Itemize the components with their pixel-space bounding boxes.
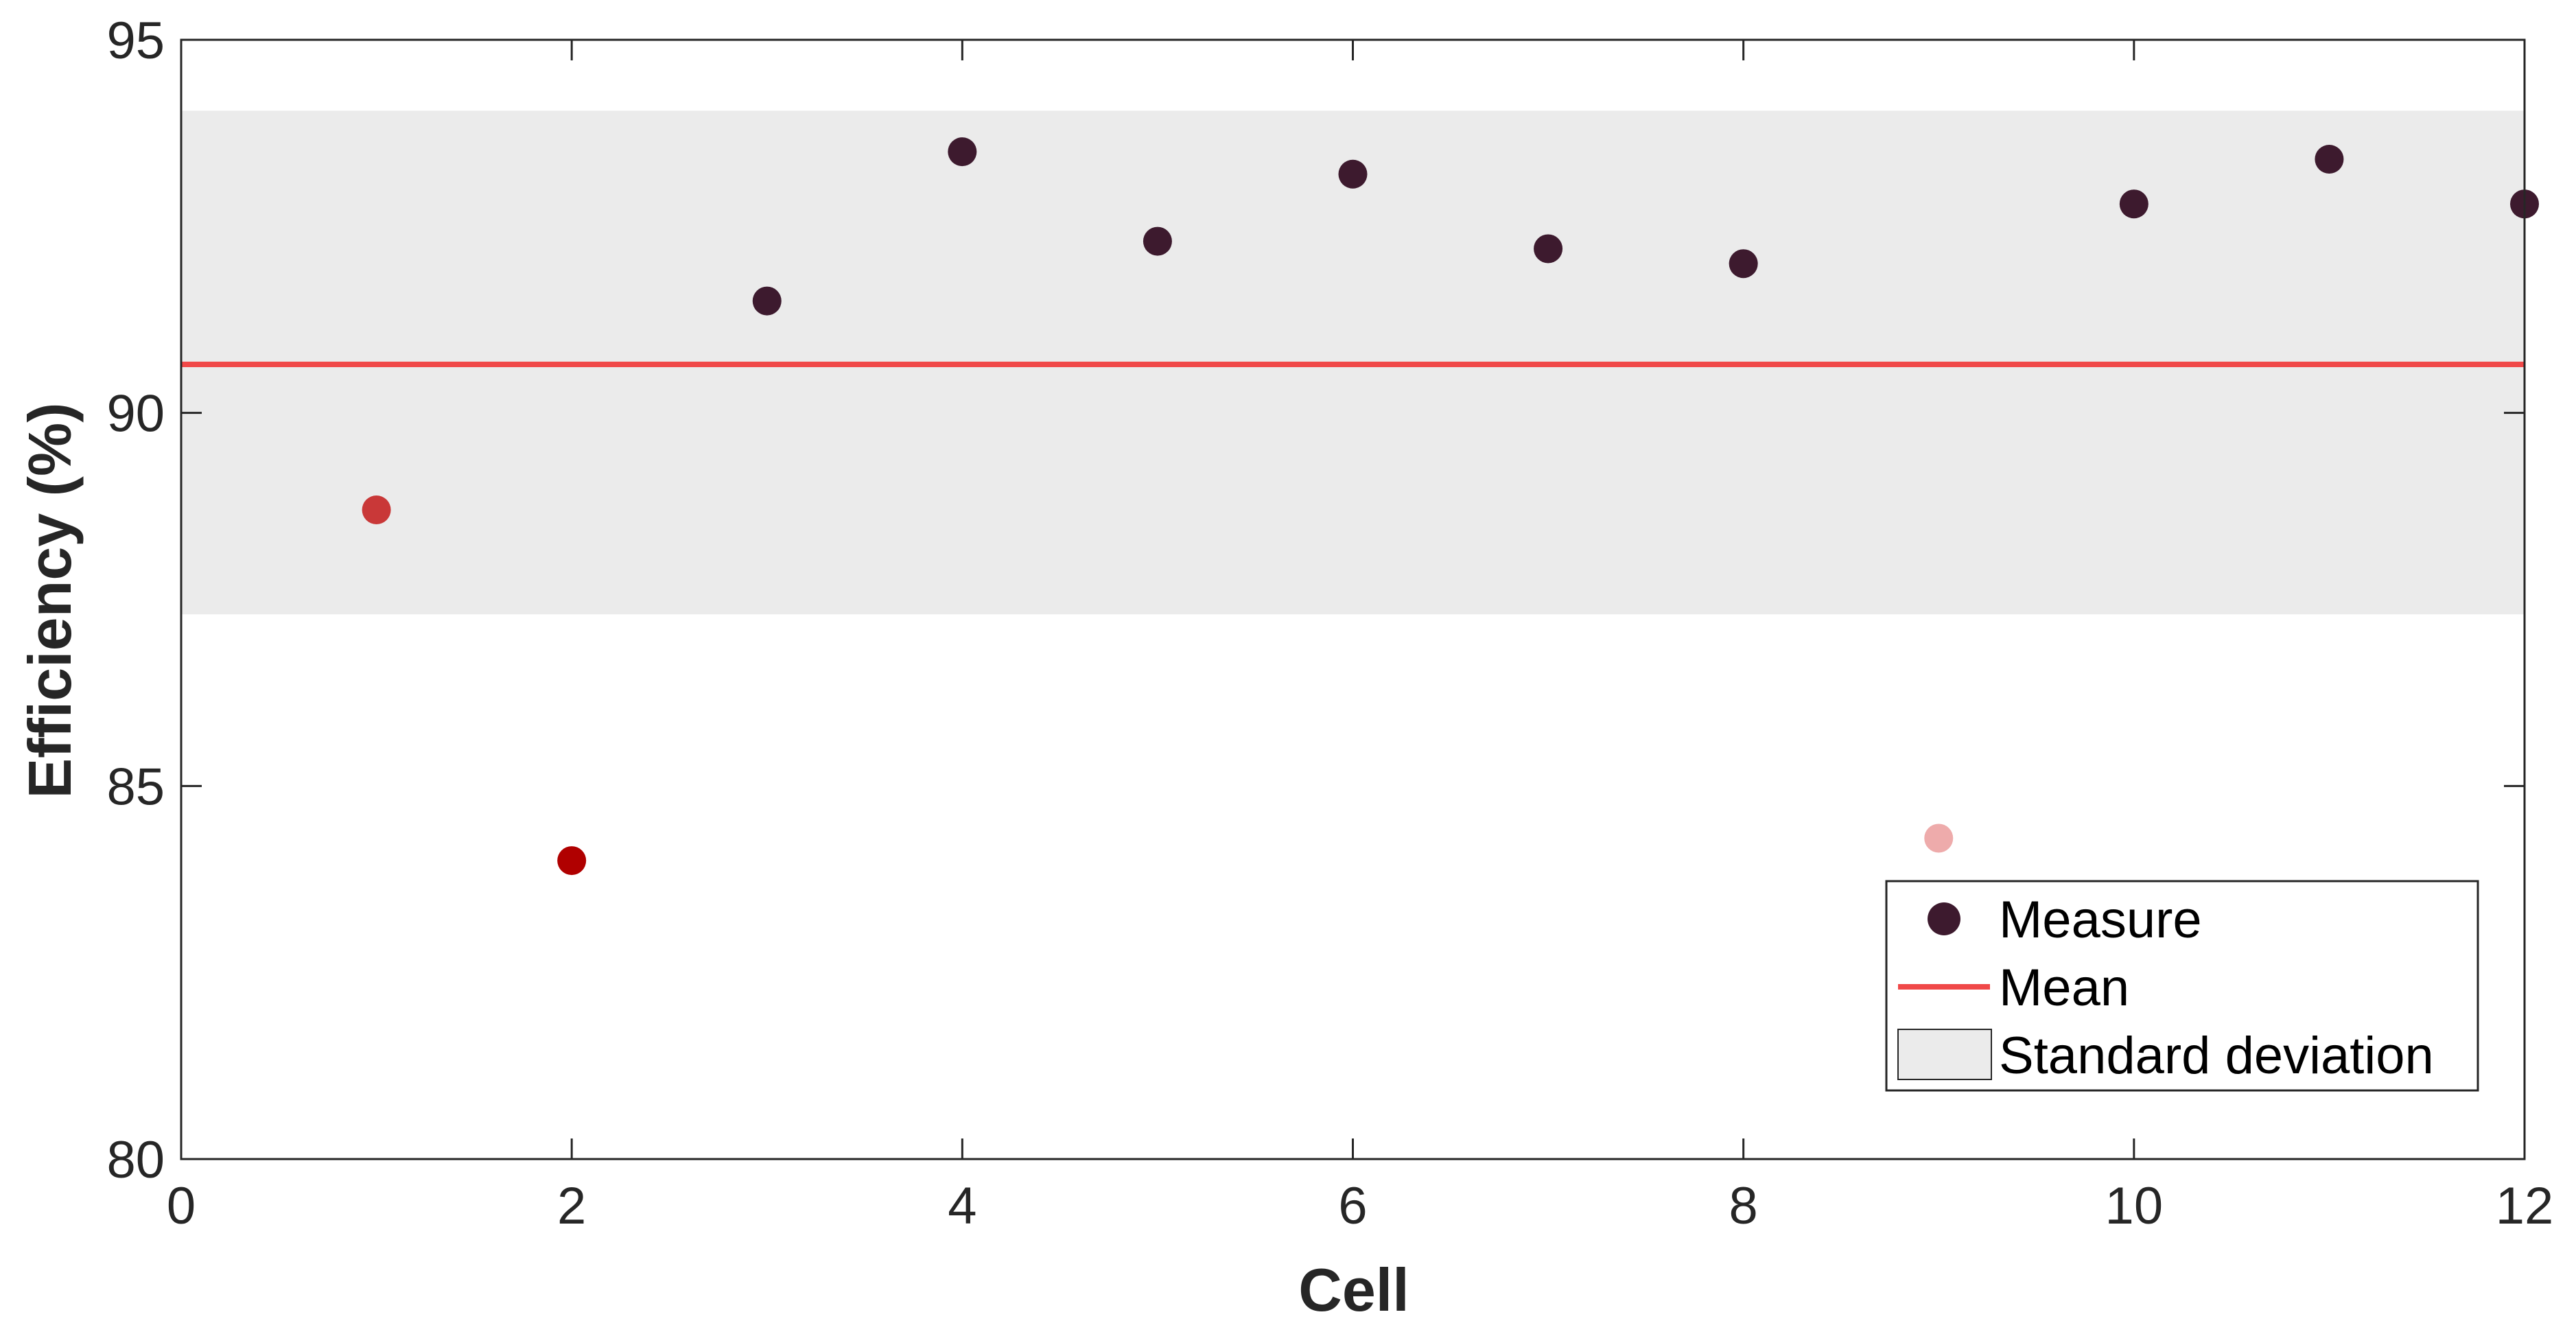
data-point [2119, 189, 2148, 219]
x-tick-label: 12 [2496, 1177, 2554, 1235]
x-tick-label: 8 [1729, 1177, 1758, 1235]
legend-std-swatch [1897, 1029, 1992, 1080]
legend: Measure Mean Standard deviation [1885, 880, 2479, 1092]
x-tick-label: 0 [167, 1177, 196, 1235]
x-axis-title: Cell [1298, 1256, 1409, 1324]
x-tick-label: 2 [557, 1177, 586, 1235]
data-point [1924, 823, 1954, 853]
x-tick-label: 6 [1338, 1177, 1367, 1235]
y-tick-label: 95 [106, 12, 165, 70]
x-tick-label: 10 [2105, 1177, 2164, 1235]
y-tick-label: 80 [106, 1131, 165, 1189]
data-point [948, 137, 977, 167]
data-point [557, 846, 587, 876]
data-point [1729, 249, 1758, 279]
data-point [362, 495, 391, 525]
data-point [1338, 159, 1368, 189]
legend-measure-marker [1928, 902, 1960, 935]
y-axis-title: Efficiency (%) [16, 402, 84, 798]
legend-measure-label: Measure [1999, 891, 2202, 949]
data-point [2315, 144, 2344, 174]
legend-std-label: Standard deviation [1999, 1027, 2434, 1085]
x-tick-label: 4 [948, 1177, 976, 1235]
plot-area [181, 40, 2539, 1159]
axes: 0 2 4 6 8 10 12 80 85 90 95 [106, 12, 2553, 1235]
data-point [1534, 234, 1563, 264]
data-point [1143, 226, 1172, 256]
legend-mean-label: Mean [1999, 959, 2129, 1017]
data-point [752, 286, 782, 316]
y-tick-label: 90 [106, 385, 165, 443]
y-tick-label: 85 [106, 758, 165, 816]
